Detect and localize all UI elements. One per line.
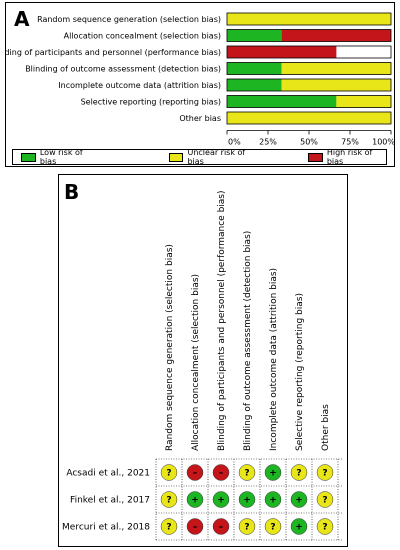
category-label-incomplete-outcome-data-attrition-bias: Incomplete outcome data (attrition bias): [58, 81, 221, 90]
judgement-low-r1-c3: [238, 491, 256, 508]
judgement-high-r0-c2: [212, 464, 230, 481]
judgement-unclear-r0-c5: [290, 464, 308, 481]
judgement-high-r0-c1: [186, 464, 204, 481]
judgement-symbol-r0-c3: ?: [244, 469, 249, 479]
legend-label-high: High risk of bias: [326, 148, 373, 166]
category-label-random-sequence-generation-selection-bias: Random sequence generation (selection bi…: [37, 15, 221, 24]
legend: Low risk of bias Unclear risk of bias Hi…: [12, 148, 387, 166]
judgement-high-r2-c2: [212, 518, 230, 535]
bar-outline-6: [226, 111, 392, 125]
bar-unclear-risk-of-bias-4: [281, 79, 391, 91]
column-label-selective-reporting-reporting-bias: Selective reporting (reporting bias): [295, 293, 305, 451]
judgement-low-r2-c5: [290, 518, 308, 535]
judgement-low-r1-c2: [212, 491, 230, 508]
x-tick-label-0: 0%: [228, 138, 241, 147]
column-label-random-sequence-generation-selection-bias: Random sequence generation (selection bi…: [165, 244, 175, 451]
judgement-symbol-r1-c1: +: [191, 496, 199, 506]
judgement-unclear-r1-c6: [316, 491, 334, 508]
judgement-symbol-r2-c4: ?: [270, 523, 275, 533]
column-label-blinding-of-outcome-assessment-detection-bias: Blinding of outcome assessment (detectio…: [243, 231, 253, 451]
bar-outline-0: [226, 12, 392, 26]
category-label-blinding-of-outcome-assessment-detection-bias: Blinding of outcome assessment (detectio…: [25, 65, 221, 74]
judgement-symbol-r1-c0: ?: [166, 496, 171, 506]
judgement-symbol-r1-c4: +: [269, 496, 277, 506]
column-label-incomplete-outcome-data-attrition-bias: Incomplete outcome data (attrition bias): [269, 268, 279, 451]
bar-high-risk-of-bias-1: [281, 29, 391, 42]
judgement-low-r1-c1: [186, 491, 204, 508]
legend-label-low: Low risk of bias: [39, 148, 83, 166]
legend-swatch-high: [307, 152, 323, 162]
judgement-low-r1-c4: [264, 491, 282, 508]
judgement-symbol-r2-c6: ?: [322, 523, 327, 533]
bar-outline-2: [226, 45, 392, 59]
column-label-other-bias: Other bias: [321, 404, 331, 451]
legend-entry-low: Low risk of bias: [21, 148, 97, 166]
bar-low-risk-of-bias-1: [227, 29, 282, 42]
panel-a-risk-of-bias-summary: A Random sequence generation (selection …: [5, 2, 395, 167]
legend-swatch-low: [21, 152, 36, 162]
bar-outline-5: [226, 95, 392, 108]
judgement-high-r2-c1: [186, 518, 204, 535]
bar-outline-4: [226, 78, 392, 92]
judgement-low-r0-c4: [264, 464, 282, 481]
judgement-symbol-r2-c0: ?: [166, 523, 171, 533]
legend-entry-high: High risk of bias: [307, 148, 386, 166]
judgement-unclear-r2-c6: [316, 518, 334, 535]
category-label-allocation-concealment-selection-bias: Allocation concealment (selection bias): [64, 32, 221, 41]
bar-unclear-risk-of-bias-6: [227, 112, 391, 124]
risk-of-bias-bar-chart: Random sequence generation (selection bi…: [6, 12, 395, 147]
bar-high-risk-of-bias-2: [227, 46, 337, 58]
bar-low-risk-of-bias-3: [227, 62, 282, 75]
panel-b-risk-of-bias-table: B Random sequence generation (selection …: [58, 174, 348, 547]
judgement-unclear-r2-c3: [238, 518, 256, 535]
judgement-symbol-r0-c2: –: [219, 469, 224, 479]
bar-unclear-risk-of-bias-0: [227, 13, 391, 25]
bar-outline-1: [226, 29, 392, 42]
judgement-symbol-r2-c3: ?: [244, 523, 249, 533]
judgement-symbol-r1-c5: +: [295, 496, 303, 506]
judgement-unclear-r0-c0: [160, 464, 178, 481]
legend-swatch-unclear: [168, 152, 184, 162]
bar-unclear-risk-of-bias-3: [281, 62, 391, 75]
judgement-unclear-r2-c0: [160, 518, 178, 535]
risk-of-bias-table-graphic: Random sequence generation (selection bi…: [62, 190, 342, 541]
judgement-symbol-r2-c5: +: [295, 523, 303, 533]
judgement-symbol-r1-c3: +: [243, 496, 251, 506]
bar-low-risk-of-bias-4: [227, 79, 282, 91]
judgement-symbol-r2-c1: –: [193, 523, 198, 533]
x-tick-label-2: 50%: [300, 138, 318, 147]
bar-low-risk-of-bias-5: [227, 95, 337, 108]
judgement-unclear-r0-c3: [238, 464, 256, 481]
x-tick-label-4: 100%: [372, 138, 395, 147]
judgement-low-r1-c5: [290, 491, 308, 508]
legend-entry-unclear: Unclear risk of bias: [168, 148, 258, 166]
judgement-symbol-r0-c0: ?: [166, 469, 171, 479]
judgement-unclear-r0-c6: [316, 464, 334, 481]
legend-label-unclear: Unclear risk of bias: [187, 148, 246, 166]
category-label-selective-reporting-reporting-bias: Selective reporting (reporting bias): [81, 98, 221, 107]
judgement-symbol-r1-c2: +: [217, 496, 225, 506]
judgement-symbol-r1-c6: ?: [322, 496, 327, 506]
judgement-symbol-r0-c4: +: [269, 469, 277, 479]
judgement-unclear-r2-c4: [264, 518, 282, 535]
study-label-finkel-et-al-2017: Finkel et al., 2017: [70, 496, 150, 506]
panel-b-letter: B: [64, 180, 80, 204]
judgement-symbol-r2-c2: –: [219, 523, 224, 533]
study-label-acsadi-et-al-2021: Acsadi et al., 2021: [66, 469, 150, 479]
x-tick-label-1: 25%: [259, 138, 277, 147]
judgement-symbol-r0-c6: ?: [322, 469, 327, 479]
judgement-symbol-r0-c5: ?: [296, 469, 301, 479]
panel-a-letter: A: [14, 7, 30, 31]
bar-outline-3: [226, 62, 392, 75]
judgement-unclear-r1-c0: [160, 491, 178, 508]
study-label-mercuri-et-al-2018: Mercuri et al., 2018: [62, 523, 150, 533]
bar-unclear-risk-of-bias-5: [336, 95, 391, 108]
judgement-symbol-r0-c1: –: [193, 469, 198, 479]
x-tick-label-3: 75%: [341, 138, 359, 147]
category-label-other-bias: Other bias: [179, 114, 221, 123]
column-label-allocation-concealment-selection-bias: Allocation concealment (selection bias): [191, 274, 201, 451]
column-label-blinding-of-participants-and-personnel-performance-bias: Blinding of participants and personnel (…: [217, 190, 227, 451]
category-label-blinding-of-participants-and-personnel-performance-bias: Blinding of participants and personnel (…: [6, 48, 221, 57]
